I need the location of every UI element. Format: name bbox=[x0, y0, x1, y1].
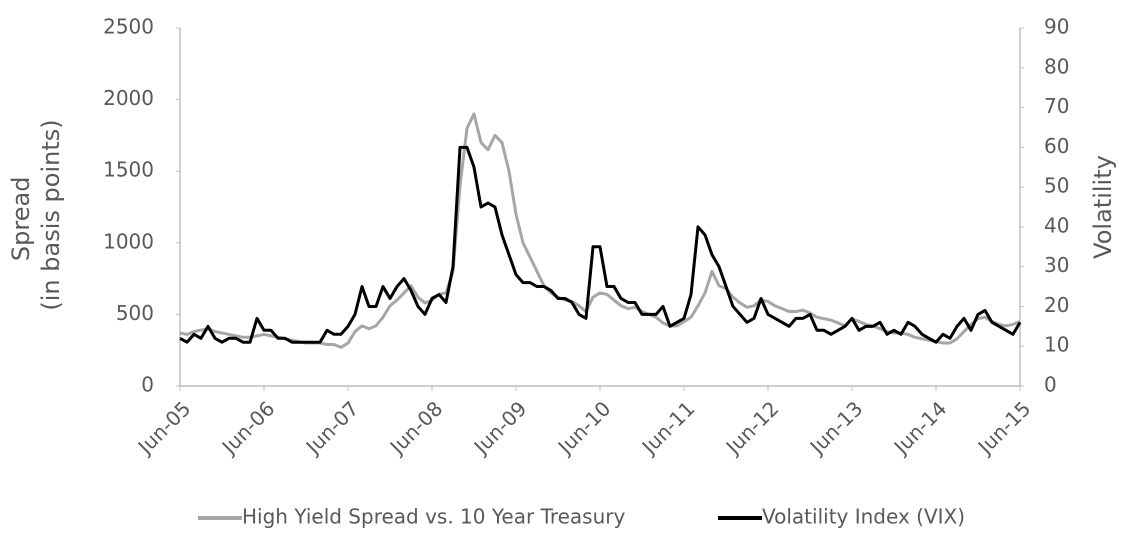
legend-label: Volatility Index (VIX) bbox=[762, 505, 965, 529]
y-axis-title-line: Spread bbox=[7, 177, 35, 262]
y-tick-label: 1500 bbox=[103, 158, 154, 182]
y2-tick-label: 10 bbox=[1044, 333, 1069, 357]
y-tick-label: 0 bbox=[141, 373, 154, 397]
x-tick-label: Jun-07 bbox=[300, 396, 364, 460]
y-tick-label: 2000 bbox=[103, 86, 154, 110]
y2-tick-label: 20 bbox=[1044, 293, 1069, 317]
y-axis-title: Spread (in basis points) bbox=[7, 119, 65, 310]
y2-tick-label: 60 bbox=[1044, 134, 1069, 158]
x-tick-label: Jun-15 bbox=[972, 396, 1036, 460]
y-tick-label: 2500 bbox=[103, 15, 154, 39]
x-tick-label: Jun-08 bbox=[384, 396, 448, 460]
series-line bbox=[179, 112, 1021, 349]
y2-tick-label: 30 bbox=[1044, 253, 1069, 277]
y2-tick-label: 90 bbox=[1044, 15, 1069, 39]
y2-tick-label: 70 bbox=[1044, 94, 1069, 118]
x-tick-label: Jun-12 bbox=[720, 396, 784, 460]
y-tick-label: 1000 bbox=[103, 229, 154, 253]
y-axis-title-line: (in basis points) bbox=[37, 119, 65, 310]
x-tick-label: Jun-05 bbox=[132, 396, 196, 460]
y2-tick-label: 0 bbox=[1044, 373, 1057, 397]
series-line bbox=[179, 145, 1022, 344]
y2-tick-label: 80 bbox=[1044, 54, 1069, 78]
y2-tick-label: 40 bbox=[1044, 213, 1069, 237]
x-tick-label: Jun-06 bbox=[216, 396, 280, 460]
x-tick-label: Jun-10 bbox=[552, 396, 616, 460]
y2-tick-label: 50 bbox=[1044, 174, 1069, 198]
x-tick-label: Jun-09 bbox=[468, 396, 532, 460]
y2-axis-title: Volatility bbox=[1089, 155, 1117, 259]
x-tick-label: Jun-14 bbox=[888, 396, 952, 460]
x-tick-label: Jun-11 bbox=[636, 396, 700, 460]
y-tick-label: 500 bbox=[116, 301, 154, 325]
x-tick-label: Jun-13 bbox=[804, 396, 868, 460]
legend-label: High Yield Spread vs. 10 Year Treasury bbox=[242, 505, 626, 529]
